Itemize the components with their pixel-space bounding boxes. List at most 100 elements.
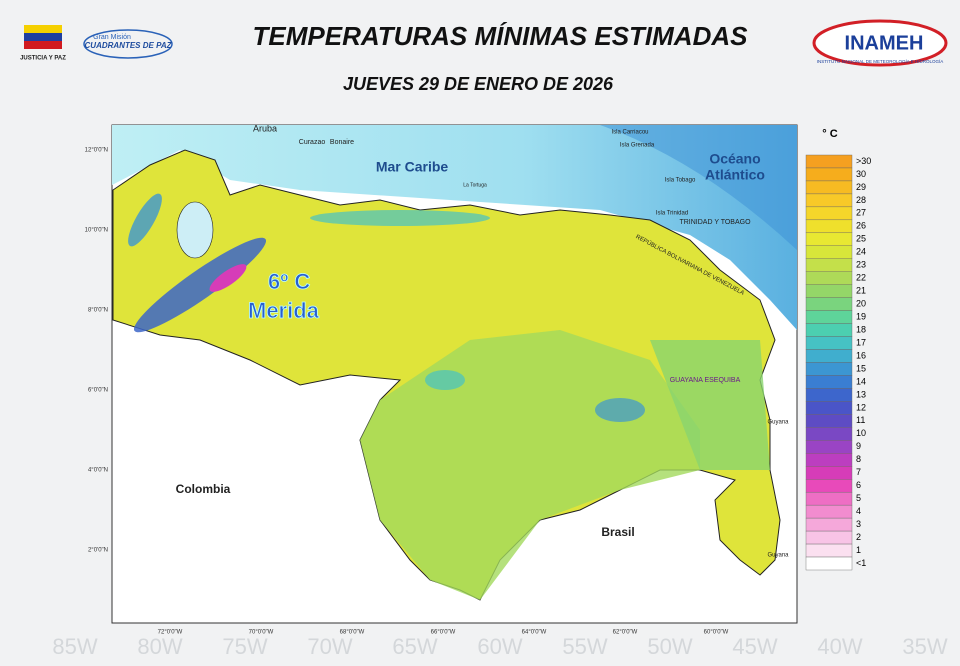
legend-title: ° C bbox=[822, 128, 837, 140]
legend-swatch bbox=[805, 206, 853, 221]
lon-tick-label: 66°0'0"W bbox=[431, 630, 456, 636]
legend-swatch bbox=[805, 336, 853, 350]
background-label: 80W bbox=[137, 634, 182, 659]
legend-swatch bbox=[805, 258, 853, 272]
map-label: Colombia bbox=[176, 482, 231, 496]
legend-swatch bbox=[805, 349, 853, 363]
inameh-logo bbox=[812, 19, 948, 67]
lon-tick-label: 70°0'0"W bbox=[249, 630, 274, 636]
legend-swatch bbox=[805, 388, 853, 402]
legend-swatch bbox=[805, 479, 853, 493]
legend-swatch bbox=[805, 427, 853, 441]
legend-swatch bbox=[805, 323, 853, 337]
map-label: Isla Grenada bbox=[620, 143, 655, 149]
legend-swatch bbox=[805, 504, 853, 519]
legend-label: 21 bbox=[856, 286, 866, 296]
cold-zone bbox=[128, 193, 162, 247]
annotation-place: Merida bbox=[248, 298, 320, 323]
legend-swatch bbox=[805, 440, 853, 454]
annotation-value: 6º C bbox=[268, 269, 310, 294]
lon-tick-label: 72°0'0"W bbox=[158, 630, 183, 636]
legend-label: 10 bbox=[856, 428, 866, 438]
legend-label: 5 bbox=[856, 493, 861, 503]
background-label: 55W bbox=[562, 634, 607, 659]
lon-tick-label: 68°0'0"W bbox=[340, 630, 365, 636]
legend-label: 11 bbox=[856, 415, 865, 425]
legend-label: 9 bbox=[856, 441, 861, 451]
legend-swatch bbox=[805, 219, 853, 234]
logo-text: INAMEH bbox=[845, 32, 924, 54]
map-label: Atlántico bbox=[705, 167, 765, 183]
legend-label: 22 bbox=[856, 273, 866, 283]
legend-label: 4 bbox=[856, 506, 861, 516]
background-label: 40W bbox=[817, 634, 862, 659]
legend-label: 13 bbox=[856, 389, 866, 399]
legend-swatch bbox=[805, 401, 853, 415]
legend-label: <1 bbox=[856, 558, 866, 568]
flag-blue bbox=[24, 33, 62, 41]
legend-label: 8 bbox=[856, 454, 861, 464]
legend-swatch bbox=[805, 297, 853, 311]
lon-tick-label: 64°0'0"W bbox=[522, 630, 547, 636]
andes-cold-zone bbox=[133, 237, 267, 333]
sea bbox=[112, 125, 797, 330]
logo-caption: INSTITUTO NACIONAL DE METEOROLOGÍA E HID… bbox=[817, 58, 944, 64]
map-label: La Tortuga bbox=[463, 182, 487, 188]
legend-label: 15 bbox=[856, 363, 866, 373]
title: TEMPERATURAS MÍNIMAS ESTIMADAS bbox=[253, 21, 749, 51]
lat-tick-label: 8°0'0"N bbox=[88, 308, 108, 314]
lat-tick-label: 12°0'0"N bbox=[85, 148, 108, 154]
lon-tick-label: 60°0'0"W bbox=[704, 630, 729, 636]
legend-label: 20 bbox=[856, 299, 866, 309]
legend-swatch bbox=[805, 530, 853, 545]
subtitle: JUEVES 29 DE ENERO DE 2026 bbox=[343, 74, 614, 94]
legend-label: 18 bbox=[856, 324, 866, 334]
map-label: Brasil bbox=[601, 525, 634, 539]
legend-swatch bbox=[805, 491, 853, 506]
legend-label: 12 bbox=[856, 402, 866, 412]
map-label: Isla Tobago bbox=[665, 178, 696, 184]
legend-swatch bbox=[805, 154, 853, 169]
legend-label: 14 bbox=[856, 376, 866, 386]
legend-label: 3 bbox=[856, 519, 861, 529]
legend-label: 17 bbox=[856, 337, 866, 347]
logo-text: JUSTICIA Y PAZ bbox=[20, 56, 66, 62]
map-label: Océano bbox=[709, 151, 760, 167]
legend-swatch bbox=[805, 180, 853, 195]
map-label: TRINIDAD Y TOBAGO bbox=[679, 219, 751, 226]
legend-swatch bbox=[805, 167, 853, 182]
legend-label: 7 bbox=[856, 467, 861, 477]
logo-text: CUADRANTES DE PAZ bbox=[85, 41, 173, 50]
map-label: GUAYANA ESEQUIBA bbox=[670, 377, 741, 384]
legend-label: 29 bbox=[856, 182, 866, 192]
lat-tick-label: 2°0'0"N bbox=[88, 548, 108, 554]
legend-swatch bbox=[805, 556, 853, 571]
background-label: 85W bbox=[52, 634, 97, 659]
lat-tick-label: 4°0'0"N bbox=[88, 468, 108, 474]
background-label: 35W bbox=[902, 634, 947, 659]
legend-label: 6 bbox=[856, 480, 861, 490]
background-label: 45W bbox=[732, 634, 777, 659]
legend-label: 2 bbox=[856, 532, 861, 542]
legend-swatch bbox=[805, 362, 853, 376]
background-label: 60W bbox=[477, 634, 522, 659]
map-label: Guyana bbox=[767, 420, 789, 426]
background-label: 75W bbox=[222, 634, 267, 659]
legend-swatch bbox=[805, 284, 853, 298]
coastal-range bbox=[310, 210, 490, 226]
flag-yellow bbox=[24, 25, 62, 33]
map-label: Bonaire bbox=[330, 139, 354, 146]
background-label: 70W bbox=[307, 634, 352, 659]
temperature-zone bbox=[650, 340, 770, 470]
legend-label: 26 bbox=[856, 221, 866, 231]
map-label: Guyana bbox=[767, 553, 789, 559]
map-label: Aruba bbox=[253, 123, 277, 133]
lon-tick-label: 62°0'0"W bbox=[613, 630, 638, 636]
legend-swatch bbox=[805, 375, 853, 389]
cold-zone bbox=[425, 370, 465, 390]
legend-swatch bbox=[805, 310, 853, 324]
lake-maracaibo bbox=[176, 201, 214, 259]
legend-label: 30 bbox=[856, 169, 866, 179]
